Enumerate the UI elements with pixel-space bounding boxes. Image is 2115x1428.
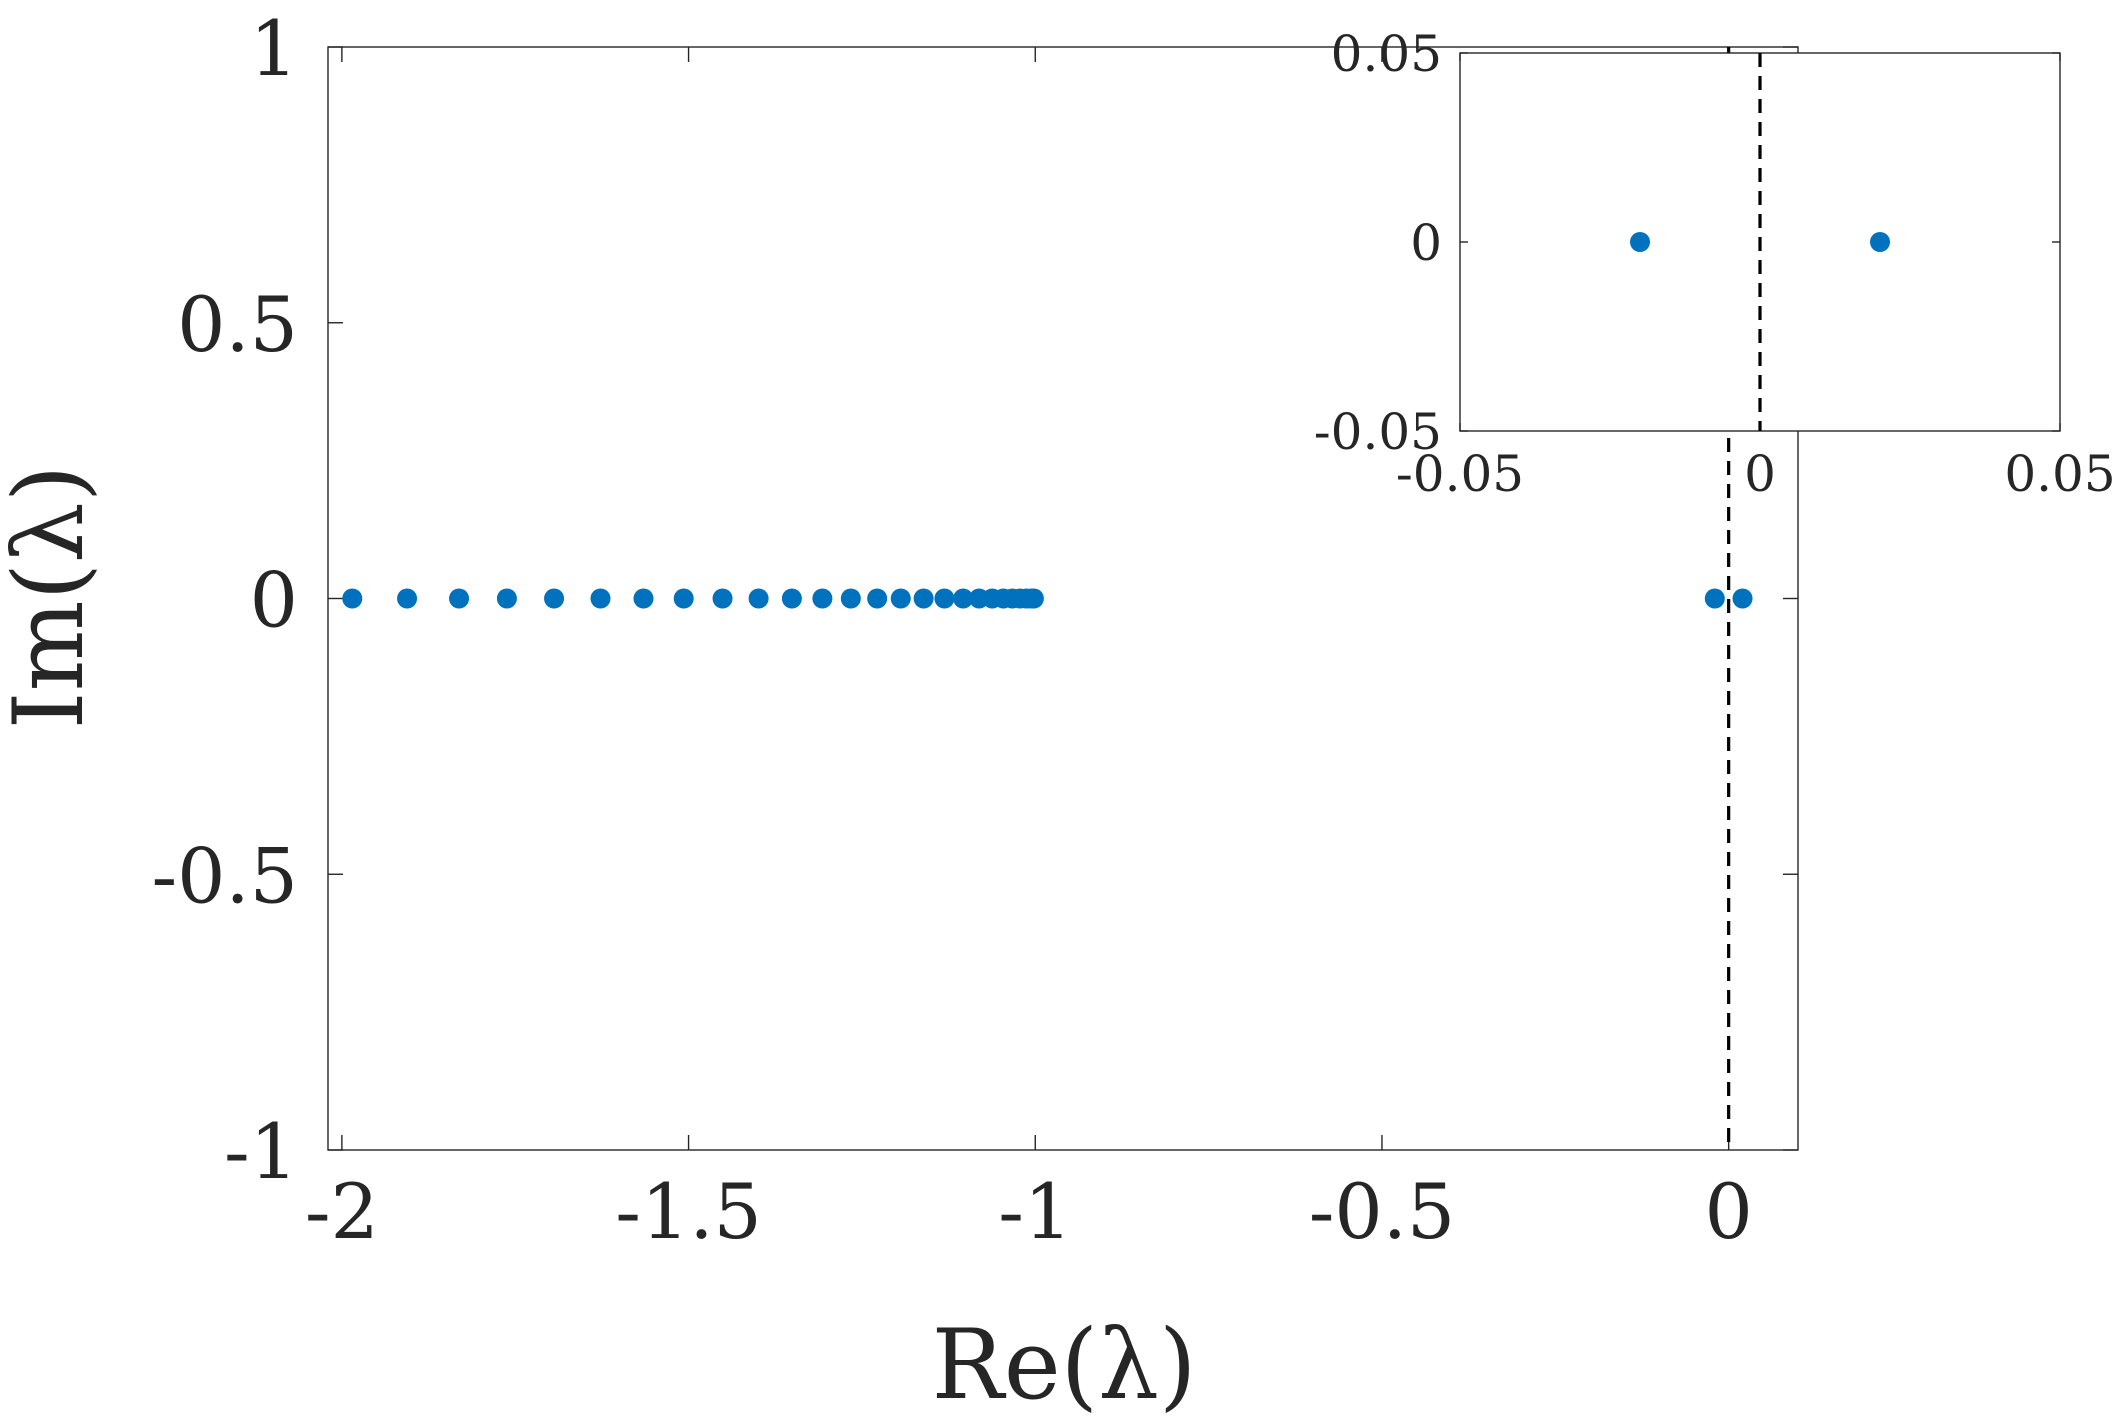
inset-y-tick-label: 0.05 (1331, 25, 1442, 83)
main-x-tick-label: -0.5 (1309, 1167, 1456, 1256)
main-data-point (1704, 588, 1725, 609)
main-data-point (590, 588, 611, 609)
main-data-point (781, 588, 802, 609)
main-data-point (840, 588, 861, 609)
main-x-tick-label: -1.5 (615, 1167, 762, 1256)
inset-x-tick-label: 0 (1744, 445, 1776, 503)
main-y-tick-label: -0.5 (151, 831, 298, 920)
main-data-point (449, 588, 470, 609)
main-x-axis-label: Re(λ) (932, 1309, 1197, 1421)
main-data-point (712, 588, 733, 609)
main-data-point (812, 588, 833, 609)
main-y-tick-label: 1 (250, 4, 298, 93)
inset-y-tick-label: 0 (1410, 214, 1442, 272)
main-data-point (934, 588, 955, 609)
inset-x-tick-label: -0.05 (1396, 445, 1524, 503)
main-data-point (953, 588, 974, 609)
inset-data-point (1870, 232, 1890, 252)
main-y-tick-label: 0 (250, 556, 298, 645)
main-data-point (397, 588, 418, 609)
inset-x-tick-label: 0.05 (2004, 445, 2115, 503)
main-y-axis-label: Im(λ) (0, 465, 105, 730)
main-data-point (544, 588, 565, 609)
main-data-point (633, 588, 654, 609)
main-data-point (890, 588, 911, 609)
main-x-tick-label: -2 (305, 1167, 379, 1256)
main-data-point (342, 588, 363, 609)
main-x-tick-label: -1 (998, 1167, 1072, 1256)
main-data-point (1732, 588, 1753, 609)
main-y-tick-label: 0.5 (177, 280, 298, 369)
main-data-point (913, 588, 934, 609)
inset-y-tick-label: -0.05 (1314, 403, 1442, 461)
inset-data-point (1630, 232, 1650, 252)
main-y-tick-label: -1 (224, 1107, 298, 1196)
main-x-tick-label: 0 (1704, 1167, 1752, 1256)
inset-axes: -0.05 0 0.05 -0.05 0 0.05 (1314, 25, 2115, 503)
main-data-point (1023, 588, 1044, 609)
main-data-point (673, 588, 694, 609)
main-data-point (867, 588, 888, 609)
main-data-point (496, 588, 517, 609)
main-data-point (748, 588, 769, 609)
